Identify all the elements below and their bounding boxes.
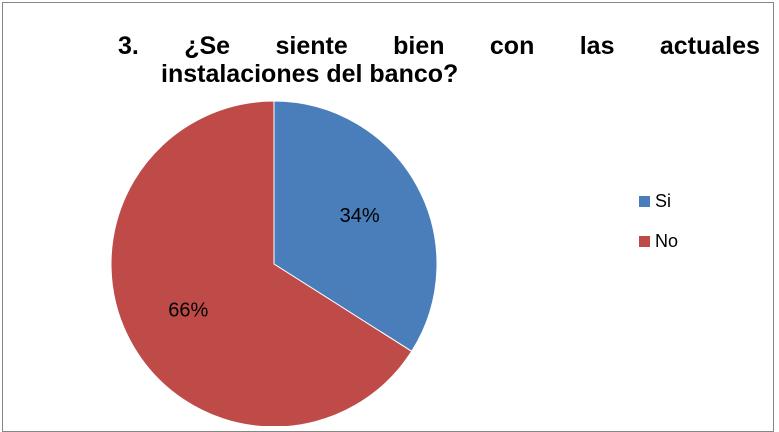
pie-slice-si	[273, 100, 438, 353]
legend-item-si: Si	[639, 190, 678, 212]
title-word: bien	[393, 32, 445, 60]
legend-swatch	[639, 195, 650, 207]
chart-title-line-2: instalaciones del banco?	[161, 60, 459, 88]
title-word: actuales	[659, 32, 760, 60]
title-number: 3.	[118, 32, 139, 60]
legend-item-no: No	[639, 230, 678, 252]
legend-swatch	[639, 235, 650, 247]
pie-slice-no	[110, 100, 413, 426]
chart-title-line-1: 3. ¿Se siente bien con las actuales	[118, 32, 760, 60]
data-label-no: 66%	[168, 299, 208, 321]
chart-title: 3. ¿Se siente bien con las actuales instalacio…	[118, 32, 760, 88]
title-word: ¿Se	[184, 32, 231, 60]
title-word: las	[579, 32, 615, 60]
title-word: con	[489, 32, 535, 60]
legend-label: Si	[655, 190, 672, 211]
legend-label: No	[655, 230, 679, 251]
data-label-si: 34%	[340, 205, 380, 227]
chart-legend: Si No	[639, 190, 678, 270]
title-word: siente	[275, 32, 348, 60]
